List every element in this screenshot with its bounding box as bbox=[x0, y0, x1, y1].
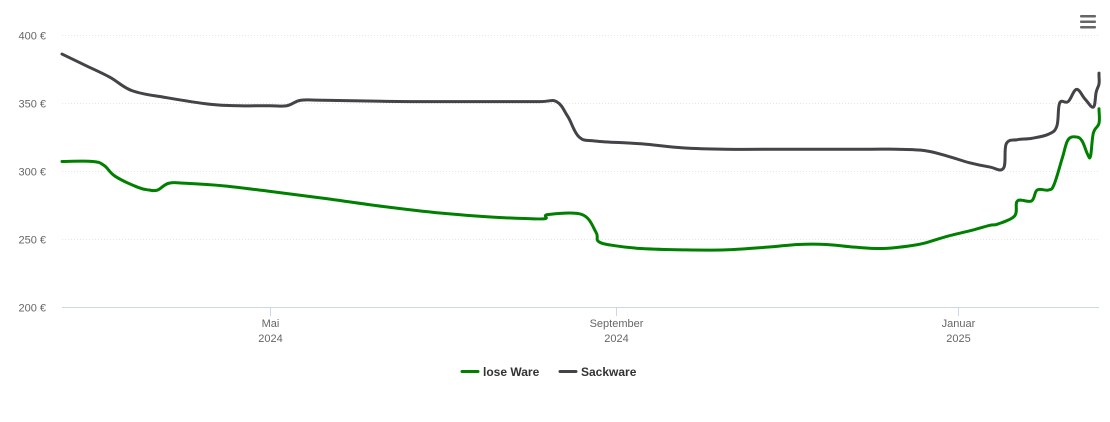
x-tick-label-month: Mai bbox=[262, 318, 280, 330]
x-tick-label-month: September bbox=[590, 318, 644, 330]
y-tick-label: 400 € bbox=[18, 31, 46, 43]
legend-label: Sackware bbox=[581, 365, 637, 379]
x-axis: Mai 2024 September 2024 Januar 2025 bbox=[62, 307, 1099, 345]
y-tick-label: 200 € bbox=[18, 303, 46, 315]
grid-lines bbox=[62, 35, 1099, 240]
x-tick-label-year: 2024 bbox=[258, 333, 282, 345]
y-axis: 200 € 250 € 300 € 350 € 400 € bbox=[18, 31, 46, 315]
series-lines bbox=[60, 52, 1101, 252]
legend-label: lose Ware bbox=[483, 365, 540, 379]
legend-item-sackware[interactable]: Sackware bbox=[558, 365, 637, 379]
series-line-sackware bbox=[60, 52, 1101, 172]
y-tick-label: 350 € bbox=[18, 99, 46, 111]
hamburger-menu-icon[interactable] bbox=[1080, 20, 1096, 24]
legend: lose Ware Sackware bbox=[460, 365, 637, 379]
x-tick-label-month: Januar bbox=[942, 318, 976, 330]
y-tick-label: 250 € bbox=[18, 235, 46, 247]
series-line-lose-ware bbox=[60, 107, 1101, 252]
chart-menu-button[interactable] bbox=[1074, 8, 1102, 34]
hamburger-menu-icon[interactable] bbox=[1080, 15, 1096, 18]
x-tick-label-year: 2025 bbox=[946, 333, 970, 345]
y-tick-label: 300 € bbox=[18, 167, 46, 179]
hamburger-menu-icon[interactable] bbox=[1080, 26, 1096, 29]
legend-item-lose-ware[interactable]: lose Ware bbox=[460, 365, 540, 379]
x-tick-label-year: 2024 bbox=[604, 333, 628, 345]
